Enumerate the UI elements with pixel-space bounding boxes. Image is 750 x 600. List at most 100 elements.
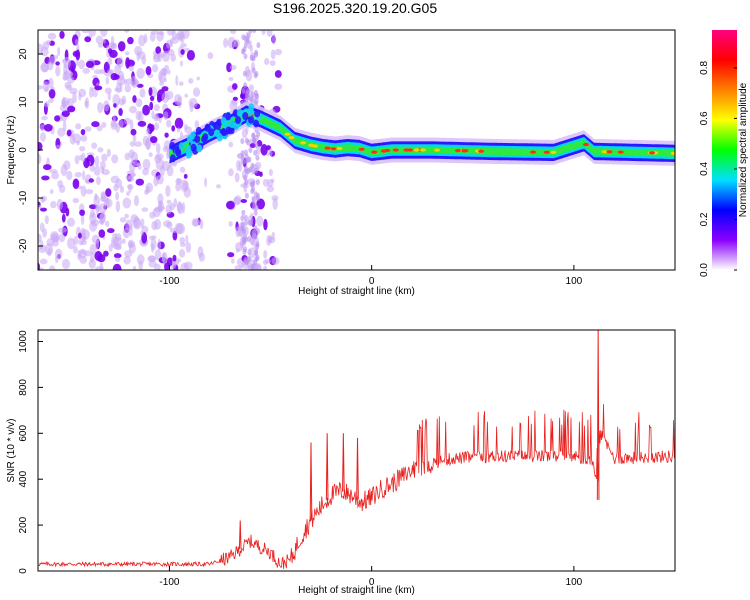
spectrogram-noise [119, 185, 124, 193]
spectrogram-noise [248, 84, 254, 93]
spectrogram-noise [262, 178, 270, 187]
spectrogram-noise [249, 143, 256, 148]
spectrogram-noise [251, 196, 256, 202]
spectrogram-noise [94, 193, 98, 201]
spectrogram-peak [420, 148, 426, 152]
spectrogram-noise [135, 110, 142, 121]
spectrogram-noise [247, 256, 252, 263]
spectrogram-noise [192, 218, 201, 227]
y-tick-label: 1000 [18, 330, 29, 353]
spectrogram-noise [248, 147, 253, 153]
spectrogram-noise [246, 156, 251, 163]
spectrogram-peak [606, 150, 613, 154]
spectrogram-noise [183, 173, 188, 179]
spectrogram-noise [245, 88, 250, 95]
spectrogram-peak [601, 150, 608, 154]
spectrogram-noise [112, 233, 118, 238]
spectrogram-peak [413, 148, 420, 152]
spectrogram-noise [235, 226, 241, 238]
spectrogram-noise [138, 34, 146, 47]
spectrogram-blob [215, 122, 221, 130]
spectrogram-noise [102, 38, 106, 44]
spectrogram-noise [163, 77, 167, 82]
spectrogram-noise [80, 129, 86, 136]
spectrogram-noise [177, 96, 182, 109]
spectrogram-noise [228, 77, 234, 81]
spectrogram-noise [263, 218, 268, 231]
spectrogram-noise [244, 192, 249, 199]
spectrogram-noise [94, 155, 100, 167]
spectrogram-noise [177, 202, 184, 215]
spectrogram-noise [254, 264, 262, 270]
y-tick-label: 20 [18, 48, 29, 60]
spectrogram-noise [145, 66, 152, 76]
spectrogram-noise [228, 221, 233, 227]
spectrogram-noise [80, 134, 88, 142]
spectrogram-noise [133, 195, 140, 207]
snr-y-label: SNR (10 * v/v) [6, 419, 17, 483]
spectrogram-noise [155, 143, 161, 154]
spectrogram-noise [232, 96, 238, 101]
spectrogram-noise [240, 221, 245, 228]
spectrogram-noise [179, 236, 186, 244]
spectrogram-blob [229, 120, 236, 129]
spectrogram-blob [187, 134, 193, 143]
snr-spike [309, 442, 313, 521]
spectrogram-noise [73, 235, 79, 246]
spectrogram-peak [371, 150, 378, 154]
x-tick-label: 100 [566, 577, 583, 588]
spectrogram-peak [670, 151, 675, 155]
spectrogram-noise [69, 87, 78, 95]
spectrogram-noise [180, 49, 185, 55]
spectrogram-noise [274, 70, 282, 78]
spectrogram-blob [220, 117, 227, 126]
spectrogram-peak [300, 141, 307, 145]
spectrogram-noise [246, 32, 251, 39]
spectrogram-blob [246, 108, 253, 117]
spectrogram-noise [255, 154, 260, 161]
spectrogram-noise [199, 219, 204, 230]
spectrogram-noise [169, 202, 175, 211]
spectrogram-noise [48, 98, 54, 103]
spectrogram-noise [41, 175, 50, 181]
spectrogram-noise [253, 191, 258, 198]
spectrogram-noise [161, 251, 168, 264]
spectrogram-peak [649, 151, 655, 155]
spectrogram-noise [67, 105, 76, 113]
spectrogram-noise [78, 59, 86, 70]
spectrogram-noise [172, 254, 177, 262]
colorbar-tick-label: 0.0 [699, 263, 710, 277]
spectrogram-noise [158, 71, 163, 82]
spectrogram-noise [55, 144, 61, 150]
spectrogram-peak [543, 150, 550, 154]
spectrogram-noise [48, 77, 54, 89]
spectrogram-noise [186, 50, 195, 61]
spectrogram-noise [165, 90, 174, 100]
spectrogram-noise [97, 42, 103, 48]
spectrogram-noise [185, 234, 189, 244]
spectrogram-noise [67, 217, 75, 227]
spectrogram-noise [196, 76, 200, 81]
spectrogram-noise [272, 33, 276, 45]
spectrogram-noise [100, 160, 106, 170]
spectrogram-noise [134, 45, 143, 56]
spectrogram-noise [132, 134, 137, 143]
spectrogram-noise [151, 64, 159, 73]
spectrogram-noise [252, 137, 257, 144]
spectrogram-noise [174, 117, 184, 129]
spectrogram-noise [174, 222, 184, 235]
spectrogram-noise [159, 81, 165, 86]
spectrogram-noise [72, 178, 80, 190]
spectrogram-noise [109, 49, 118, 59]
spectrogram-blob [225, 126, 232, 135]
spectrogram-noise [149, 95, 155, 102]
spectrogram-noise [95, 35, 104, 44]
spectrogram-noise [132, 265, 137, 270]
y-tick-label: 0 [18, 147, 29, 153]
spectrogram-noise [113, 253, 122, 259]
spectrogram-noise [95, 266, 104, 270]
spectrogram-noise [84, 126, 92, 132]
y-tick-label: 400 [18, 470, 29, 487]
spectrogram-noise [88, 258, 97, 269]
spectrogram-noise [124, 213, 129, 219]
